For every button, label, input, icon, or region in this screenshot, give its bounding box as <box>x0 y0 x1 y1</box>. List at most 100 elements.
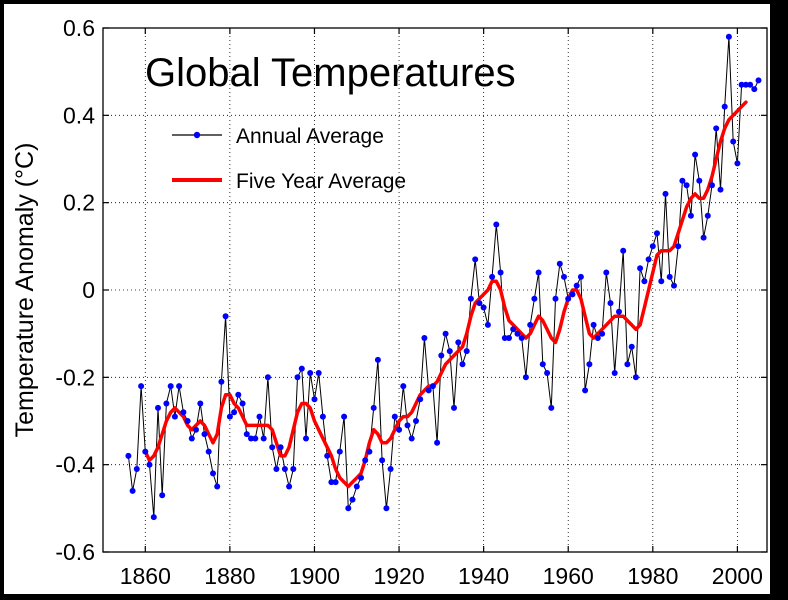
annual-point <box>455 339 462 346</box>
annual-point <box>590 321 597 328</box>
annual-point <box>747 81 754 88</box>
annual-point <box>569 291 576 298</box>
annual-point <box>463 348 470 355</box>
annual-point <box>713 125 720 132</box>
annual-point <box>594 335 601 341</box>
x-tick-label: 1880 <box>204 563 255 589</box>
y-tick-label: 0 <box>82 277 95 303</box>
annual-point <box>616 308 622 315</box>
annual-point <box>383 505 390 512</box>
annual-point <box>421 335 428 341</box>
annual-point <box>577 273 584 280</box>
annual-point <box>404 422 411 429</box>
annual-point <box>442 330 449 337</box>
annual-point <box>451 404 457 411</box>
annual-point <box>755 77 762 84</box>
annual-point <box>286 483 293 490</box>
x-tick-label: 1920 <box>373 563 424 589</box>
annual-point <box>628 343 635 350</box>
annual-point <box>599 330 606 337</box>
y-axis-label: Temperature Anomaly (°C) <box>11 143 39 438</box>
annual-point <box>620 247 627 254</box>
annual-point <box>472 256 479 263</box>
annual-point <box>277 444 284 451</box>
annual-point <box>535 269 542 276</box>
annual-point <box>184 418 191 424</box>
five-year-series <box>125 33 762 521</box>
annual-point <box>493 221 500 228</box>
annual-point <box>637 265 644 272</box>
annual-point <box>700 234 707 241</box>
annual-point <box>218 378 225 385</box>
y-tick-label: 0.4 <box>63 102 95 128</box>
annual-point <box>717 186 724 193</box>
annual-point <box>734 160 741 167</box>
annual-point <box>603 269 610 276</box>
annual-point <box>742 81 749 88</box>
annual-point <box>725 33 732 40</box>
annual-point <box>429 383 436 390</box>
annual-point <box>193 426 199 433</box>
annual-point <box>480 304 487 311</box>
annual-point <box>146 461 153 468</box>
annual-point <box>176 383 183 390</box>
annual-point <box>704 212 711 219</box>
annual-point <box>518 335 525 341</box>
annual-point <box>319 413 326 420</box>
x-tick-label: 2000 <box>712 563 763 589</box>
annual-point <box>273 466 280 472</box>
annual-point <box>260 435 267 442</box>
annual-point <box>214 483 221 490</box>
figure-background <box>4 4 770 594</box>
annual-point <box>379 457 386 464</box>
x-tick-label: 1940 <box>458 563 509 589</box>
annual-point <box>256 413 263 420</box>
annual-point <box>438 352 445 359</box>
annual-point <box>315 370 322 376</box>
annual-point <box>353 483 360 490</box>
annual-point <box>129 487 136 494</box>
annual-point <box>243 431 250 438</box>
annual-point <box>197 400 204 407</box>
annual-point <box>649 243 656 250</box>
x-tick-label: 1960 <box>543 563 594 589</box>
annual-point <box>506 335 512 341</box>
annual-point <box>514 330 521 337</box>
annual-point <box>180 409 187 416</box>
annual-point <box>751 86 758 93</box>
annual-point <box>624 361 631 368</box>
legend-annual-marker <box>193 131 201 139</box>
annual-point <box>501 335 508 341</box>
axis-ticks: 1860 1880 1900 1920 1940 1960 1980 2000 -0.6 -0.4… <box>55 15 767 589</box>
annual-point <box>252 435 259 442</box>
annual-point <box>150 514 157 521</box>
annual-point <box>171 413 178 420</box>
annual-point <box>155 404 161 411</box>
annual-point <box>205 448 212 455</box>
annual-point <box>370 404 377 411</box>
annual-point <box>497 269 504 276</box>
annual-point <box>138 383 145 390</box>
annual-point <box>307 370 314 376</box>
annual-point <box>328 479 335 486</box>
annual-point <box>641 278 648 285</box>
annual-point <box>231 409 238 416</box>
annual-point <box>586 361 593 368</box>
annual-point <box>679 177 686 184</box>
y-tick-label: 0.2 <box>63 190 95 216</box>
annual-point <box>387 466 394 472</box>
annual-point <box>730 138 737 145</box>
annual-point <box>167 383 174 390</box>
annual-point <box>396 426 403 433</box>
annual-point <box>391 413 398 420</box>
annual-point <box>345 505 352 512</box>
y-tick-label: 0.6 <box>63 15 95 41</box>
annual-point <box>459 361 466 368</box>
annual-point <box>565 295 572 302</box>
annual-point <box>226 413 233 420</box>
annual-point <box>324 452 331 459</box>
annual-point <box>425 387 432 394</box>
annual-point <box>476 300 483 307</box>
